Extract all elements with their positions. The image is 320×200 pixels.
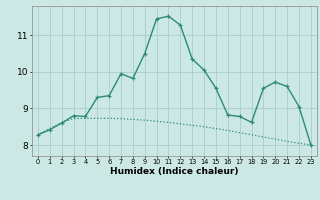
X-axis label: Humidex (Indice chaleur): Humidex (Indice chaleur) [110, 167, 239, 176]
